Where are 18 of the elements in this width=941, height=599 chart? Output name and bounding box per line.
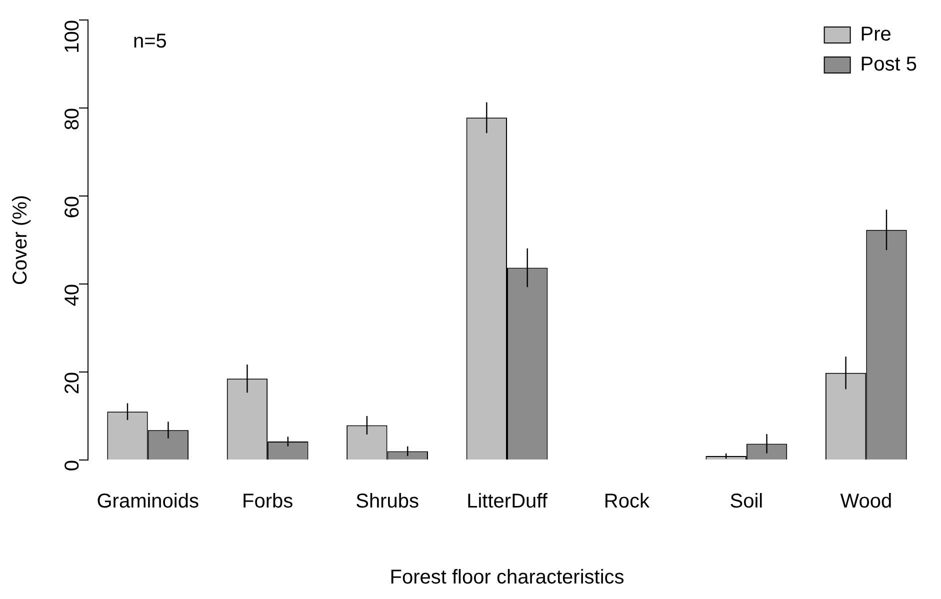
x-tick-label: Shrubs	[356, 490, 419, 513]
y-tick-label: 40	[62, 284, 84, 306]
y-tick-label: 60	[62, 196, 84, 218]
x-axis-title: Forest floor characteristics	[390, 566, 624, 589]
x-tick-label: LitterDuff	[466, 490, 548, 513]
y-tick-label: 80	[62, 108, 84, 130]
legend-label: Pre	[860, 24, 892, 46]
x-tick-label: Forbs	[242, 490, 294, 513]
legend-label: Post 5	[860, 54, 918, 76]
x-tick-label: Graminoids	[96, 490, 199, 513]
y-tick-label: 100	[62, 20, 84, 54]
x-tick-label: Rock	[604, 490, 650, 513]
y-tick-label: 20	[62, 372, 84, 394]
y-axis-title: Cover (%)	[10, 194, 32, 286]
x-tick-label: Soil	[730, 490, 764, 513]
annotation: n=5	[133, 30, 167, 53]
y-tick-label: 0	[62, 460, 84, 472]
x-tick-label: Wood	[840, 490, 892, 513]
